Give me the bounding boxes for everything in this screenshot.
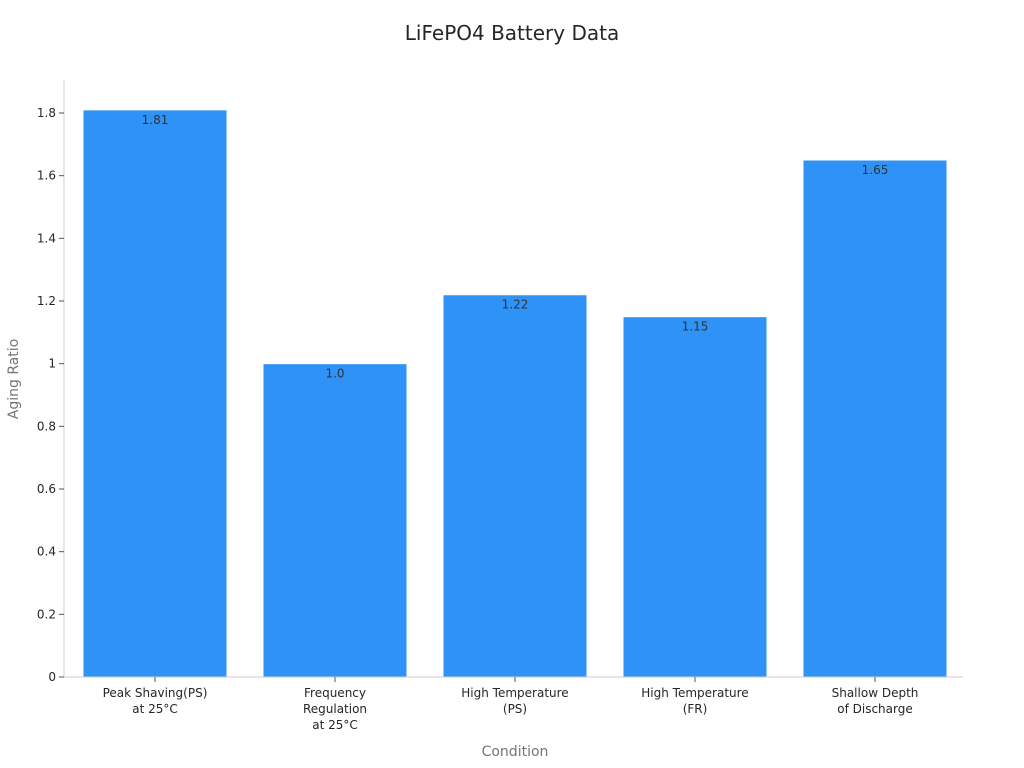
- y-tick-label: 1.4: [37, 231, 56, 245]
- bar: [442, 294, 588, 678]
- y-tick-label: 1.6: [37, 169, 56, 183]
- y-axis-label: Aging Ratio: [6, 339, 22, 420]
- bar-value-label: 1.65: [862, 163, 889, 177]
- x-tick-label: Peak Shaving(PS) at 25°C: [103, 686, 208, 716]
- x-tick-label: High Temperature (PS): [461, 686, 568, 716]
- x-tick-label-line: (PS): [503, 702, 527, 716]
- x-tick-label-line: Shallow Depth: [832, 686, 919, 700]
- bar: [802, 159, 948, 678]
- y-tick-label: 1.8: [37, 106, 56, 120]
- x-tick-label-line: (FR): [683, 702, 708, 716]
- x-tick-label-line: of Discharge: [837, 702, 913, 716]
- x-tick-label: Frequency Regulation at 25°C: [303, 686, 367, 732]
- axes-group: 0 0.2 0.4 0.6 0.8 1 1.2 1.4 1.6 1.8 Peak Shaving(P…: [37, 80, 963, 732]
- x-tick-label-line: High Temperature: [641, 686, 748, 700]
- y-tick-label: 0.4: [37, 545, 56, 559]
- x-tick-label-line: High Temperature: [461, 686, 568, 700]
- x-tick-label: High Temperature (FR): [641, 686, 748, 716]
- x-axis-label: Condition: [482, 744, 549, 760]
- bar: [262, 363, 408, 678]
- labels-group: 1.81 1.0 1.22 1.15 1.65: [142, 113, 889, 381]
- bar-value-label: 1.0: [325, 367, 344, 381]
- y-tick-label: 0.8: [37, 419, 56, 433]
- x-tick-label-line: at 25°C: [312, 718, 358, 732]
- x-tick-label-line: at 25°C: [132, 702, 178, 716]
- bar: [622, 316, 768, 678]
- x-tick-label-line: Frequency: [304, 686, 366, 700]
- y-tick-label: 1: [48, 357, 56, 371]
- y-tick-label: 0.6: [37, 482, 56, 496]
- y-tick-label: 0: [48, 670, 56, 684]
- y-tick-label: 1.2: [37, 294, 56, 308]
- bar-value-label: 1.15: [682, 320, 709, 334]
- bar: [82, 109, 228, 678]
- x-tick-label: Shallow Depth of Discharge: [832, 686, 919, 716]
- bar-value-label: 1.81: [142, 113, 169, 127]
- chart-title: LiFePO4 Battery Data: [405, 21, 619, 45]
- x-tick-label-line: Peak Shaving(PS): [103, 686, 208, 700]
- y-tick-label: 0.2: [37, 607, 56, 621]
- x-tick-label-line: Regulation: [303, 702, 367, 716]
- bar-value-label: 1.22: [502, 298, 529, 312]
- bars-group: [82, 109, 948, 678]
